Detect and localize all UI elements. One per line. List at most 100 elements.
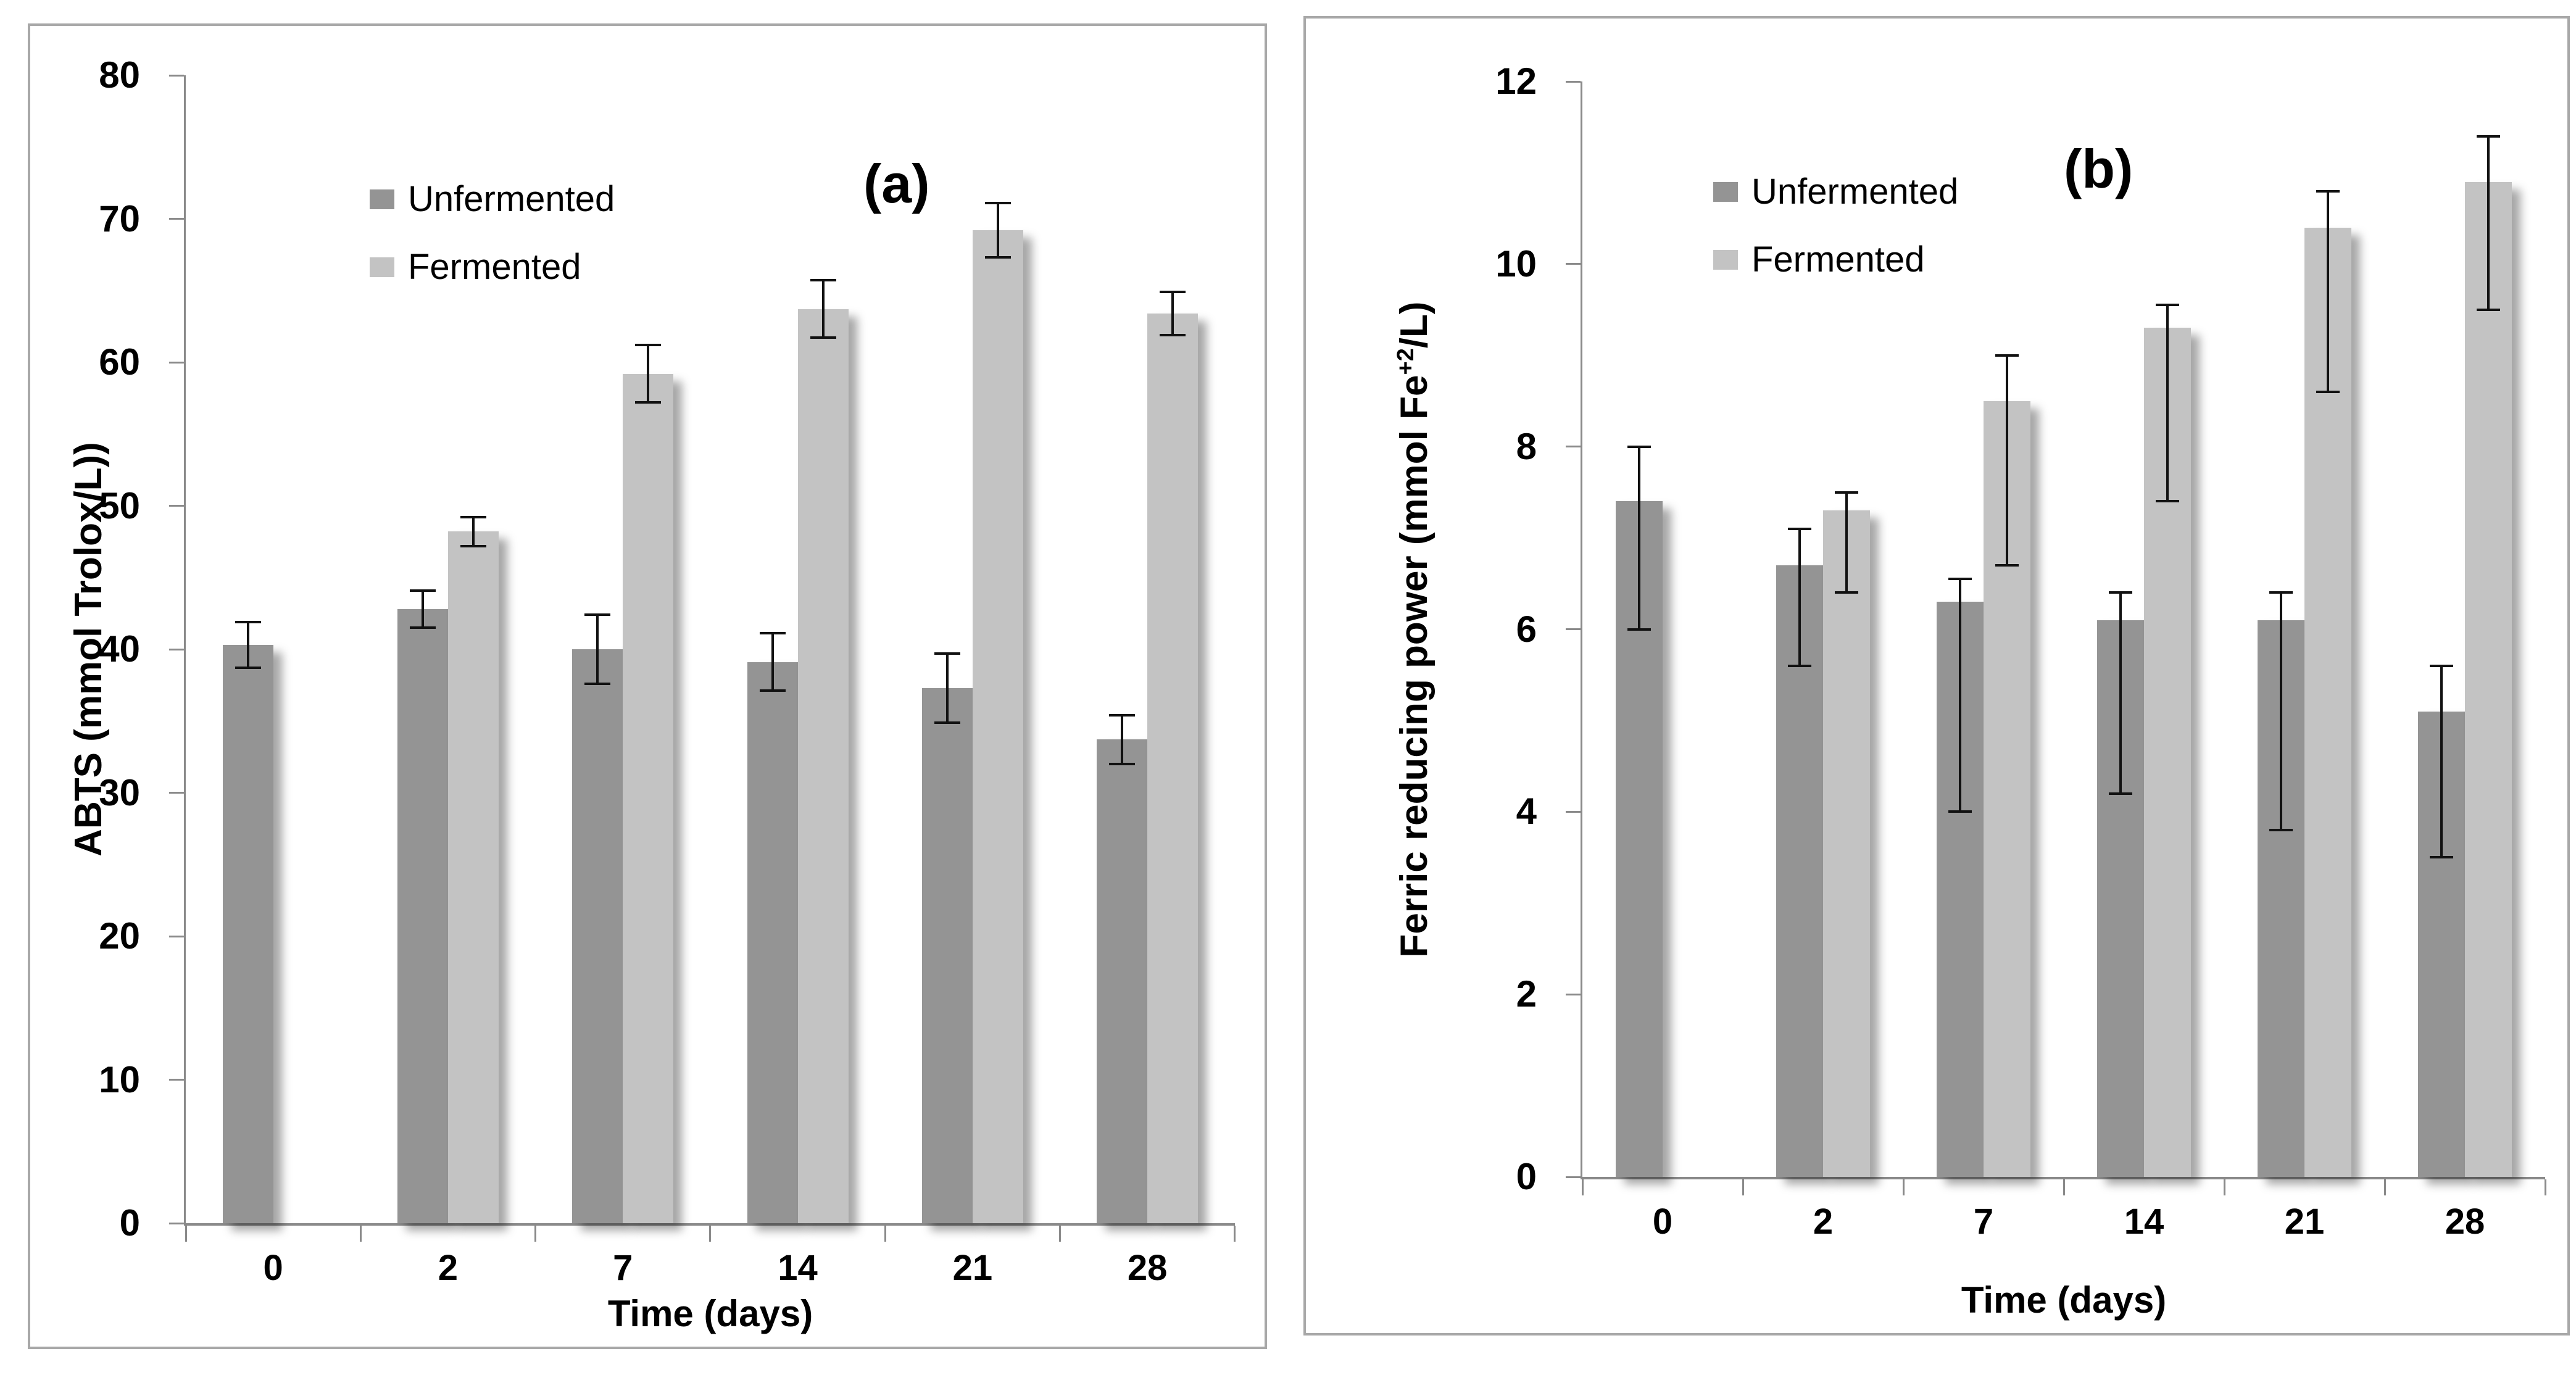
y-tick-label: 10 bbox=[99, 1058, 140, 1100]
y-tick-mark bbox=[169, 792, 184, 794]
legend-item-unfermented: Unfermented bbox=[370, 181, 615, 217]
error-bar-line bbox=[472, 517, 475, 546]
x-tick-label: 2 bbox=[438, 1248, 459, 1288]
error-bar-cap-top bbox=[2156, 304, 2179, 307]
bar-fermented-day2 bbox=[1823, 510, 1870, 1177]
x-tick-mark bbox=[534, 1226, 537, 1242]
y-tick-mark bbox=[1566, 628, 1581, 630]
error-bar-line bbox=[1798, 528, 1801, 666]
error-bar-cap-bottom bbox=[1995, 563, 2019, 567]
y-tick-mark bbox=[169, 1222, 184, 1224]
y-tick-label: 6 bbox=[1516, 608, 1537, 650]
error-bar-line bbox=[996, 202, 999, 258]
bar-fermented-day28 bbox=[1147, 313, 1199, 1223]
error-bar-line bbox=[945, 653, 949, 723]
y-tick-mark bbox=[169, 1079, 184, 1081]
bar-unfermented-day2 bbox=[1776, 565, 1823, 1177]
error-bar-cap-top bbox=[1995, 354, 2019, 357]
chart-b-ylabel-base: Ferric reducing power (mmol Fe bbox=[1392, 375, 1435, 958]
x-tick-label: 28 bbox=[1127, 1248, 1168, 1288]
error-bar-line bbox=[1638, 446, 1640, 629]
x-tick-label: 0 bbox=[263, 1248, 283, 1288]
error-bar-cap-top bbox=[810, 279, 836, 282]
y-tick-mark bbox=[1566, 80, 1581, 83]
chart-a-x-axis-title: Time (days) bbox=[607, 1293, 813, 1334]
error-bar-cap-bottom bbox=[409, 626, 436, 629]
x-tick-mark bbox=[1902, 1179, 1905, 1195]
y-tick-mark bbox=[1566, 993, 1581, 995]
legend-item-fermented: Fermented bbox=[370, 249, 615, 285]
error-bar-line bbox=[771, 633, 774, 691]
error-bar-line bbox=[2006, 355, 2008, 565]
unfermented-swatch-icon bbox=[1713, 182, 1738, 202]
x-tick-label: 14 bbox=[778, 1248, 818, 1288]
error-bar-cap-bottom bbox=[759, 689, 786, 692]
error-bar-line bbox=[2327, 191, 2329, 392]
x-tick-mark bbox=[2223, 1179, 2225, 1195]
x-tick-label: 21 bbox=[952, 1248, 993, 1288]
x-tick-mark bbox=[2383, 1179, 2386, 1195]
error-bar-cap-top bbox=[460, 516, 486, 519]
error-bar-line bbox=[2280, 592, 2282, 830]
error-bar-cap-bottom bbox=[1948, 810, 1972, 813]
x-tick-label: 21 bbox=[2284, 1202, 2325, 1242]
y-tick-label: 70 bbox=[99, 197, 140, 239]
chart-b-ylabel-superscript: +2 bbox=[1393, 348, 1419, 375]
error-bar-cap-top bbox=[1160, 291, 1186, 294]
error-bar-cap-bottom bbox=[1109, 763, 1136, 765]
y-tick-label: 8 bbox=[1516, 425, 1537, 467]
y-tick-label: 30 bbox=[99, 771, 140, 813]
legend-item-unfermented: Unfermented bbox=[1713, 174, 1958, 210]
error-bar-line bbox=[1845, 492, 1848, 593]
error-bar-cap-bottom bbox=[1835, 591, 1858, 594]
error-bar-cap-top bbox=[2316, 189, 2340, 193]
error-bar-cap-bottom bbox=[2156, 500, 2179, 503]
panel-a: 0 10 20 30 40 50 60 70 80 0 2 7 14 21 28 ABTS (mmol Tr… bbox=[28, 23, 1267, 1349]
error-bar-cap-top bbox=[1835, 491, 1858, 494]
error-bar-cap-bottom bbox=[810, 336, 836, 339]
chart-b-legend: Unfermented Fermented bbox=[1713, 174, 1958, 310]
x-tick-label: 0 bbox=[1652, 1202, 1673, 1242]
error-bar-cap-top bbox=[1948, 578, 1972, 581]
y-tick-label: 10 bbox=[1495, 243, 1537, 285]
x-tick-mark bbox=[1581, 1179, 1584, 1195]
y-axis-line bbox=[184, 75, 186, 1223]
error-bar-line bbox=[246, 621, 249, 668]
x-axis-line bbox=[184, 1223, 1235, 1226]
bar-fermented-day28 bbox=[2465, 181, 2512, 1177]
error-bar-cap-top bbox=[934, 652, 960, 655]
x-tick-mark bbox=[2544, 1179, 2546, 1195]
error-bar-cap-top bbox=[1788, 527, 1811, 530]
x-tick-mark bbox=[1059, 1226, 1061, 1242]
panel-b-letter: (b) bbox=[2064, 138, 2134, 199]
x-tick-mark bbox=[1234, 1226, 1236, 1242]
error-bar-cap-bottom bbox=[584, 682, 611, 685]
error-bar-line bbox=[2119, 592, 2122, 794]
bar-fermented-day14 bbox=[797, 309, 849, 1223]
error-bar-cap-top bbox=[1627, 445, 1651, 448]
error-bar-cap-bottom bbox=[2477, 308, 2500, 311]
y-tick-mark bbox=[1566, 1176, 1581, 1178]
chart-b-ylabel-end: /L) bbox=[1392, 301, 1435, 349]
y-tick-label: 12 bbox=[1495, 60, 1537, 102]
fermented-swatch-icon bbox=[370, 257, 394, 277]
error-bar-cap-bottom bbox=[2269, 828, 2293, 831]
legend-label-unfermented: Unfermented bbox=[1751, 172, 1959, 212]
x-tick-mark bbox=[884, 1226, 886, 1242]
x-tick-label: 28 bbox=[2445, 1202, 2485, 1242]
error-bar-cap-bottom bbox=[1627, 628, 1651, 631]
error-bar-cap-top bbox=[759, 632, 786, 635]
error-bar-line bbox=[1121, 715, 1124, 764]
chart-b-y-axis-title: Ferric reducing power (mmol Fe+2/L) bbox=[1392, 301, 1435, 958]
chart-b-x-axis-title: Time (days) bbox=[1961, 1279, 2167, 1321]
x-tick-mark bbox=[185, 1226, 187, 1242]
error-bar-line bbox=[821, 280, 825, 338]
chart-b-plot-area: 0 2 4 6 8 10 12 0 2 7 14 21 28 bbox=[1306, 19, 2567, 1333]
y-tick-mark bbox=[169, 505, 184, 507]
bar-fermented-day7 bbox=[623, 373, 674, 1223]
y-tick-mark bbox=[1566, 446, 1581, 448]
y-tick-label: 0 bbox=[1516, 1156, 1537, 1197]
fermented-swatch-icon bbox=[1713, 250, 1738, 270]
error-bar-line bbox=[1959, 579, 1961, 812]
error-bar-cap-top bbox=[235, 620, 261, 623]
